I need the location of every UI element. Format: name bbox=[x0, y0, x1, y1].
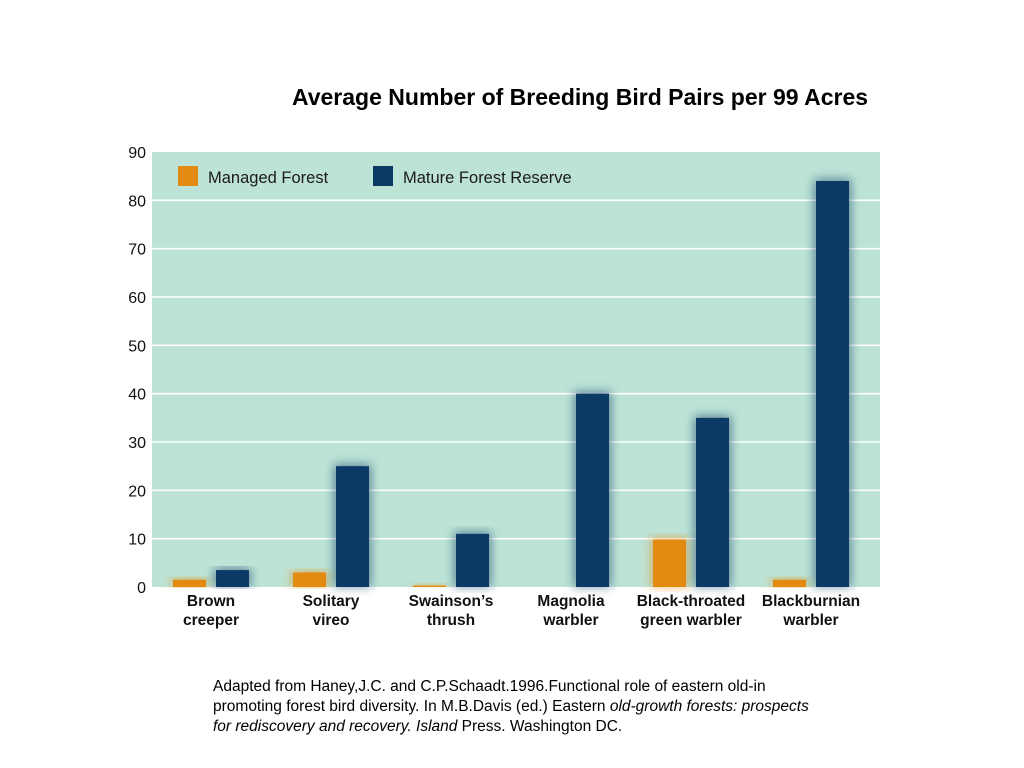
y-tick-label: 80 bbox=[128, 193, 146, 210]
x-category-label: Swainson’s thrush bbox=[409, 593, 494, 629]
legend-swatch bbox=[373, 166, 393, 186]
bar-mature-forest-reserve bbox=[816, 181, 849, 587]
y-tick-label: 60 bbox=[128, 290, 146, 307]
bar-managed-forest bbox=[653, 539, 686, 587]
bar-managed-forest bbox=[293, 572, 326, 587]
legend-label: Managed Forest bbox=[208, 169, 329, 187]
x-category-label: Solitary vireo bbox=[303, 593, 360, 629]
y-axis-tick-labels: 0 10 20 30 40 50 60 70 80 90 bbox=[128, 145, 146, 597]
caption-text-italic: old-growth forests: prospects for redisc… bbox=[213, 698, 809, 735]
bar-mature-forest-reserve bbox=[216, 570, 249, 587]
legend-label: Mature Forest Reserve bbox=[403, 169, 572, 187]
bar-mature-forest-reserve bbox=[336, 466, 369, 587]
bar-mature-forest-reserve bbox=[456, 533, 489, 587]
x-category-label: Blackburnian warbler bbox=[762, 593, 860, 629]
caption-text-3: Press. Washington DC. bbox=[457, 718, 623, 735]
chart-title: Average Number of Breeding Bird Pairs pe… bbox=[291, 84, 869, 110]
bars bbox=[171, 179, 851, 587]
bar-managed-forest bbox=[773, 579, 806, 587]
source-caption: Adapted from Haney,J.C. and C.P.Schaadt.… bbox=[213, 677, 818, 737]
gridlines bbox=[152, 199, 880, 540]
y-tick-label: 30 bbox=[128, 435, 146, 452]
y-tick-label: 40 bbox=[128, 387, 146, 404]
y-tick-label: 10 bbox=[128, 532, 146, 549]
y-tick-label: 20 bbox=[128, 483, 146, 500]
caption-text-1: Adapted from Haney,J.C. and C.P.Schaadt.… bbox=[213, 678, 766, 715]
y-tick-label: 70 bbox=[128, 242, 146, 259]
y-tick-label: 50 bbox=[128, 338, 146, 355]
bar-managed-forest bbox=[173, 579, 206, 587]
plot-background bbox=[152, 152, 880, 587]
bar-managed-forest bbox=[413, 585, 446, 587]
x-category-label: Black-throated green warbler bbox=[637, 593, 746, 629]
bar-glow bbox=[411, 583, 448, 587]
bar-mature-forest-reserve bbox=[696, 417, 729, 587]
y-tick-label: 0 bbox=[137, 580, 146, 597]
x-category-label: Brown creeper bbox=[183, 593, 239, 629]
legend-swatch bbox=[178, 166, 198, 186]
y-tick-label: 90 bbox=[128, 145, 146, 162]
legend: Managed Forest Mature Forest Reserve bbox=[178, 166, 572, 187]
x-category-label: Magnolia warbler bbox=[537, 593, 605, 629]
x-axis-category-labels: Brown creeper Solitary vireo Swainson’s thrus… bbox=[183, 593, 860, 629]
bar-mature-forest-reserve bbox=[576, 393, 609, 587]
